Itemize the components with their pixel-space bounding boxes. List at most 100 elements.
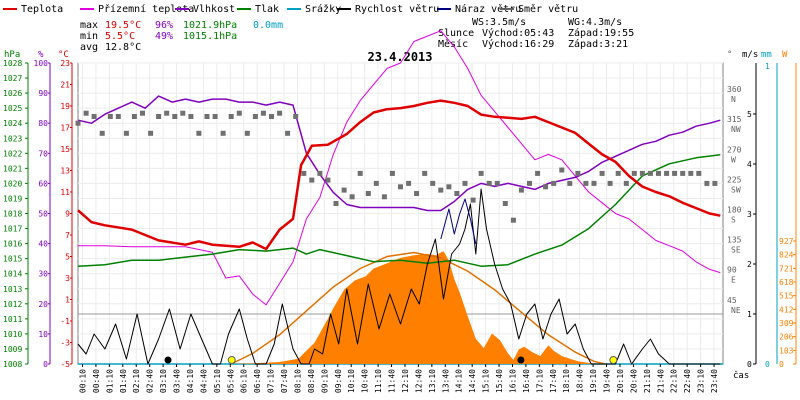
wind-dir-point bbox=[236, 110, 242, 116]
time-tick-label: 16:40 bbox=[522, 369, 531, 393]
stat-min-press: 1015.1hPa bbox=[183, 31, 237, 42]
time-tick-label: 14:10 bbox=[455, 369, 464, 393]
wind-dir-point bbox=[389, 170, 395, 176]
time-tick-label: 05:40 bbox=[226, 369, 235, 393]
wind-dir-point bbox=[543, 184, 549, 190]
wind-direction-layer bbox=[75, 110, 718, 223]
dir-tick-label: 90 bbox=[727, 266, 737, 275]
legend-label: Směr větru bbox=[518, 3, 578, 15]
chart-title: 23.4.2013 bbox=[367, 50, 432, 64]
dir-tick-label: 360 bbox=[727, 85, 742, 94]
press-tick-label: 1019 bbox=[3, 194, 22, 203]
wind-dir-point bbox=[180, 110, 186, 116]
wind-dir-point bbox=[156, 114, 162, 119]
time-tick-label: 04:40 bbox=[199, 369, 208, 393]
wind-dir-point bbox=[615, 170, 621, 176]
time-tick-label: 21:40 bbox=[656, 369, 665, 393]
hum-tick-label: 30 bbox=[38, 270, 48, 279]
dir-tick-label: 315 bbox=[727, 115, 742, 124]
press-tick-label: 1027 bbox=[3, 74, 22, 83]
stat-avg-temp: 12.8°C bbox=[105, 42, 141, 53]
legend-label: Vlhkost bbox=[193, 4, 235, 15]
time-tick-label: 22:10 bbox=[670, 369, 679, 393]
time-tick-label: 12:40 bbox=[414, 369, 423, 393]
wind-dir-point bbox=[204, 114, 210, 119]
wind-dir-point bbox=[172, 114, 178, 119]
time-tick-label: 05:10 bbox=[213, 369, 222, 393]
x-axis-unit: čas bbox=[733, 370, 749, 381]
time-tick-label: 16:10 bbox=[509, 369, 518, 393]
stats-block: max 19.5°C 96% 1021.9hPa 0.0mm min 5.5°C… bbox=[80, 20, 283, 53]
press-tick-label: 1017 bbox=[3, 225, 22, 234]
wind-dir-point bbox=[91, 114, 97, 119]
time-tick-label: 17:40 bbox=[549, 369, 558, 393]
dir-name-label: NE bbox=[731, 306, 741, 315]
wind-speed-line bbox=[77, 188, 721, 365]
temp-tick-label: 19 bbox=[60, 102, 70, 111]
sun-label: Slunce bbox=[438, 28, 474, 39]
time-tick-label: 14:40 bbox=[468, 369, 477, 393]
solar-tick-label: 618 bbox=[779, 278, 794, 287]
time-tick-label: 11:10 bbox=[374, 369, 383, 393]
time-tick-label: 20:40 bbox=[629, 369, 638, 393]
dir-name-label: S bbox=[731, 216, 736, 225]
time-tick-label: 03:40 bbox=[173, 369, 182, 393]
press-tick-label: 1020 bbox=[3, 179, 22, 188]
time-tick-label: 13:40 bbox=[441, 369, 450, 393]
temp-tick-label: 17 bbox=[60, 124, 70, 133]
wind-dir-point bbox=[647, 170, 653, 176]
solar-tick-label: 309 bbox=[779, 319, 794, 328]
wind-dir-point bbox=[99, 130, 105, 136]
wind-dir-point bbox=[398, 184, 403, 190]
time-tick-label: 06:10 bbox=[240, 369, 249, 393]
wind-dir-point bbox=[551, 180, 557, 186]
wind-dir-point bbox=[244, 130, 250, 136]
time-tick-label: 12:10 bbox=[401, 369, 410, 393]
wind-dir-point bbox=[277, 110, 283, 116]
wind-dir-point bbox=[478, 170, 484, 176]
press-tick-label: 1021 bbox=[3, 164, 22, 173]
wind-tick-label: 2 bbox=[747, 260, 752, 269]
dir-name-label: W bbox=[731, 155, 736, 164]
temp-tick-label: -3 bbox=[60, 339, 70, 348]
solar-tick-label: 721 bbox=[779, 264, 794, 273]
moon-label: Měsíc bbox=[438, 38, 468, 50]
press-tick-label: 1023 bbox=[3, 134, 22, 143]
hum-tick-label: 40 bbox=[38, 240, 48, 249]
press-tick-label: 1016 bbox=[3, 240, 22, 249]
sun-rise: Východ:05:43 bbox=[482, 27, 554, 39]
legend-label: Rychlost větru bbox=[355, 3, 439, 15]
wind-dir-point bbox=[293, 114, 299, 119]
wind-dir-point bbox=[664, 170, 670, 176]
sun-set: Západ:19:55 bbox=[568, 27, 634, 39]
series-lines bbox=[77, 30, 721, 365]
hum-tick-label: 50 bbox=[38, 210, 48, 219]
stat-max-rain: 0.0mm bbox=[253, 20, 283, 31]
temp-tick-label: 21 bbox=[60, 81, 70, 90]
sun-marker bbox=[227, 356, 236, 364]
temp-tick-label: 1 bbox=[65, 296, 70, 305]
time-tick-label: 10:40 bbox=[361, 369, 370, 393]
wind-dir-point bbox=[672, 170, 678, 176]
dir-name-label: SW bbox=[731, 185, 741, 194]
hum-tick-label: 10 bbox=[38, 330, 48, 339]
time-tick-label: 13:10 bbox=[428, 369, 437, 393]
moon-marker bbox=[164, 356, 172, 364]
legend-label: Teplota bbox=[21, 4, 63, 15]
stat-max-label: max bbox=[80, 20, 98, 31]
wind-dir-point bbox=[373, 180, 379, 186]
legend-label: Srážky bbox=[305, 3, 341, 15]
time-tick-label: 10:10 bbox=[347, 369, 356, 393]
wind-dir-point bbox=[631, 170, 637, 176]
press-tick-label: 1009 bbox=[3, 345, 22, 354]
stat-max-press: 1021.9hPa bbox=[183, 20, 237, 31]
wind-dir-point bbox=[712, 180, 718, 186]
ground-temp-line bbox=[78, 30, 721, 306]
press-tick-label: 1015 bbox=[3, 255, 22, 264]
dir-name-label: SE bbox=[731, 246, 741, 255]
wind-dir-point bbox=[599, 170, 605, 176]
dir-name-label: NW bbox=[731, 125, 741, 134]
press-tick-label: 1028 bbox=[3, 59, 22, 68]
time-tick-label: 22:40 bbox=[683, 369, 692, 393]
